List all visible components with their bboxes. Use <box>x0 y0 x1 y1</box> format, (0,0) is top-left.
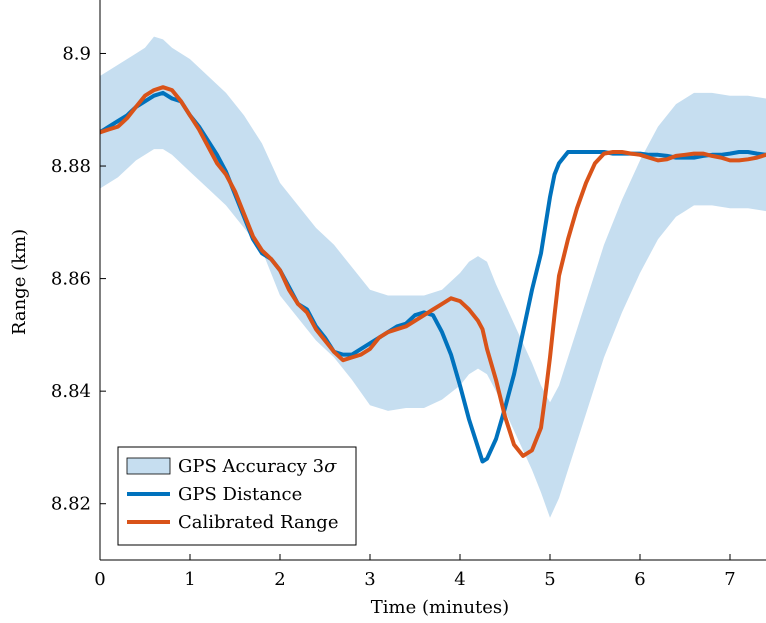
x-tick-label: 0 <box>94 569 105 590</box>
legend: GPS Accuracy 3σ GPS Distance Calibrated … <box>117 446 357 546</box>
x-ticks: 0 1 2 3 4 5 6 7 <box>94 554 736 590</box>
x-tick-label: 3 <box>364 569 375 590</box>
legend-label-gps-distance: GPS Distance <box>178 484 302 505</box>
plot-area <box>100 36 766 518</box>
y-tick-label: 8.82 <box>51 494 91 515</box>
calibrated-range-line <box>100 85 766 458</box>
gps-accuracy-band <box>100 36 766 518</box>
x-tick-label: 2 <box>274 569 285 590</box>
legend-label-band: GPS Accuracy 3σ <box>178 456 337 477</box>
legend-label-calibrated-range: Calibrated Range <box>178 512 338 533</box>
legend-swatch-band <box>126 457 171 475</box>
legend-label-band-symbol: σ <box>324 456 337 477</box>
y-tick-label: 8.86 <box>51 269 91 290</box>
x-tick-label: 7 <box>724 569 735 590</box>
legend-label-band-text: GPS Accuracy 3 <box>178 456 324 477</box>
axes <box>99 0 766 561</box>
x-tick-label: 6 <box>634 569 645 590</box>
y-tick-label: 8.88 <box>51 156 91 177</box>
x-tick-label: 4 <box>454 569 465 590</box>
y-tick-label: 8.9 <box>62 43 91 64</box>
x-axis-label: Time (minutes) <box>371 597 509 618</box>
y-axis-label: Range (km) <box>9 229 30 335</box>
y-ticks: 8.82 8.84 8.86 8.88 8.9 <box>51 43 106 515</box>
gps-distance-line <box>100 90 766 464</box>
x-tick-label: 1 <box>184 569 195 590</box>
y-tick-label: 8.84 <box>51 381 91 402</box>
x-tick-label: 5 <box>544 569 555 590</box>
